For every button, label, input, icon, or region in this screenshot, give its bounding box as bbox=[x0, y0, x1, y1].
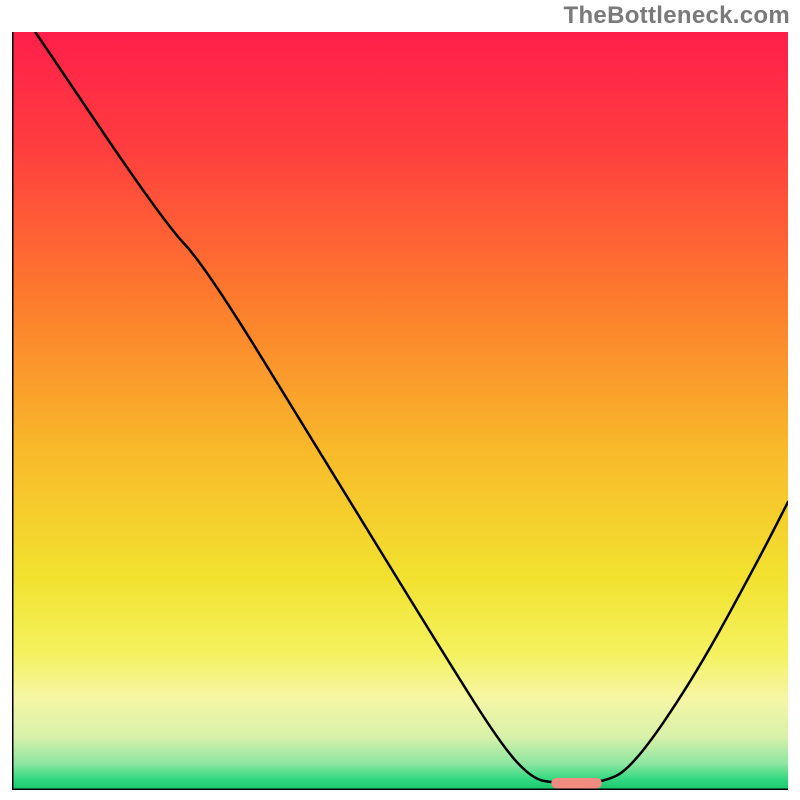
chart-svg bbox=[12, 32, 788, 790]
watermark-text: TheBottleneck.com bbox=[564, 2, 790, 30]
page-root: TheBottleneck.com bbox=[0, 0, 800, 800]
optimal-zone-marker bbox=[551, 778, 601, 789]
bottleneck-chart bbox=[12, 32, 788, 790]
plot-background bbox=[12, 32, 788, 790]
